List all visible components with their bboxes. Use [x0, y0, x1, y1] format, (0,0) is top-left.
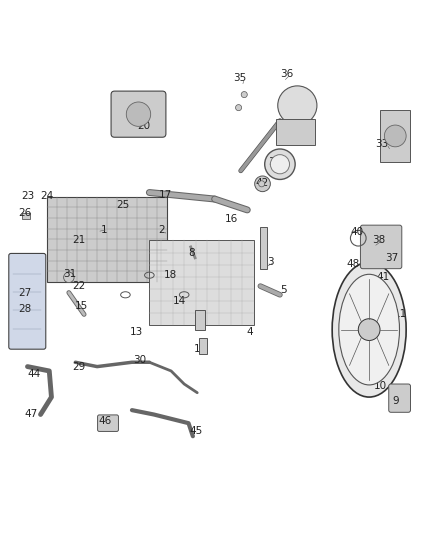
Text: 29: 29: [72, 361, 85, 372]
Text: 14: 14: [172, 296, 186, 306]
Text: 42: 42: [255, 178, 268, 188]
Circle shape: [258, 181, 265, 187]
Text: 17: 17: [159, 190, 173, 200]
Text: 24: 24: [40, 191, 54, 201]
Text: 16: 16: [225, 214, 238, 224]
Text: 45: 45: [190, 426, 203, 436]
Text: 32: 32: [268, 157, 281, 167]
FancyBboxPatch shape: [9, 254, 46, 349]
Text: 11: 11: [394, 309, 407, 319]
Text: 30: 30: [133, 355, 146, 365]
Bar: [260, 228, 267, 269]
Text: 13: 13: [130, 327, 143, 337]
Text: 36: 36: [280, 69, 293, 79]
Text: 22: 22: [72, 281, 85, 291]
Text: 8: 8: [189, 248, 195, 259]
Text: 33: 33: [375, 139, 389, 149]
Text: 10: 10: [374, 381, 387, 391]
Text: 31: 31: [64, 269, 77, 279]
Bar: [22, 213, 30, 219]
Circle shape: [385, 125, 406, 147]
Text: 19: 19: [194, 344, 207, 354]
Text: 37: 37: [385, 253, 399, 263]
Circle shape: [254, 176, 270, 192]
Ellipse shape: [332, 262, 406, 397]
Text: 12: 12: [373, 296, 386, 306]
Circle shape: [126, 102, 151, 126]
FancyBboxPatch shape: [111, 91, 166, 137]
Circle shape: [358, 319, 380, 341]
Circle shape: [270, 155, 290, 174]
FancyBboxPatch shape: [98, 415, 118, 431]
FancyBboxPatch shape: [360, 225, 402, 269]
Circle shape: [236, 104, 242, 111]
Text: 48: 48: [346, 260, 360, 269]
Text: 2: 2: [158, 224, 165, 235]
Text: 21: 21: [72, 236, 85, 245]
Circle shape: [278, 86, 317, 125]
Text: 38: 38: [373, 235, 386, 245]
Bar: [276, 118, 315, 144]
Text: 9: 9: [392, 397, 399, 407]
Ellipse shape: [339, 274, 399, 385]
Text: 3: 3: [267, 257, 274, 267]
Text: 6: 6: [196, 318, 203, 328]
Text: 41: 41: [377, 272, 390, 282]
Text: 20: 20: [138, 122, 151, 131]
Circle shape: [64, 272, 74, 282]
Text: 5: 5: [280, 286, 287, 295]
Text: 4: 4: [246, 327, 253, 337]
Text: 35: 35: [233, 74, 247, 84]
Bar: [195, 310, 205, 329]
Text: 47: 47: [25, 409, 38, 418]
Text: 40: 40: [351, 227, 364, 237]
Text: 46: 46: [99, 416, 112, 426]
Bar: [47, 197, 167, 282]
Text: 15: 15: [75, 301, 88, 311]
Text: 27: 27: [19, 288, 32, 297]
Text: 23: 23: [21, 191, 34, 201]
Text: 28: 28: [19, 304, 32, 314]
Circle shape: [265, 149, 295, 180]
Text: 44: 44: [28, 369, 41, 379]
Bar: [149, 240, 254, 325]
Text: 26: 26: [19, 208, 32, 219]
Text: 18: 18: [164, 270, 177, 280]
Bar: [199, 338, 207, 353]
Circle shape: [241, 92, 247, 98]
Text: 25: 25: [116, 200, 129, 209]
Bar: [380, 110, 410, 162]
FancyBboxPatch shape: [389, 384, 410, 413]
Text: 1: 1: [100, 224, 107, 235]
